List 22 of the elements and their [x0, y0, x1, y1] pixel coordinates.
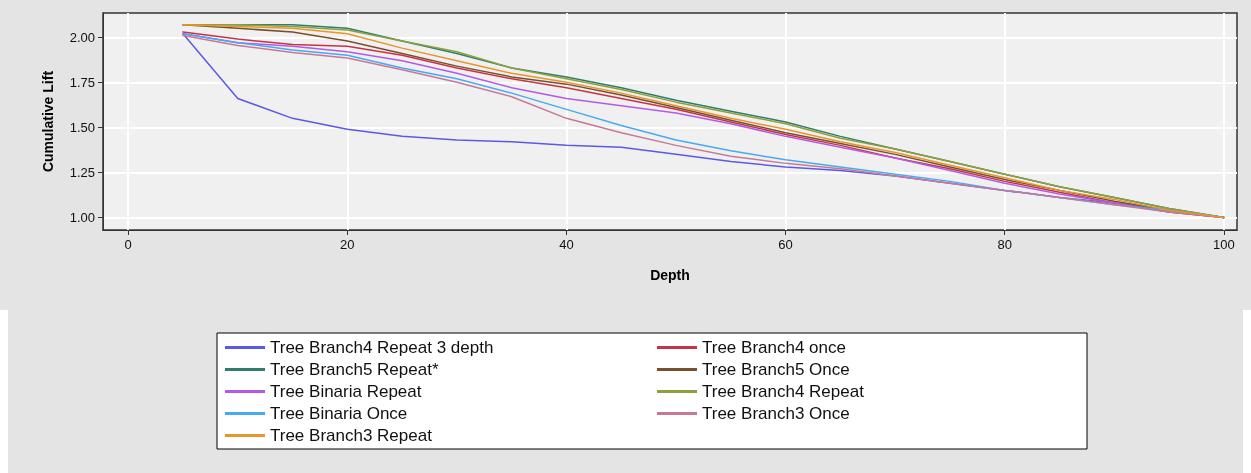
y-tick-label: 1.00 [69, 209, 95, 225]
x-tick-label: 80 [997, 237, 1012, 252]
legend-label: Tree Branch4 once [702, 338, 846, 357]
legend-label: Tree Branch5 Once [702, 360, 850, 379]
x-axis-title: Depth [650, 267, 690, 283]
legend-label: Tree Binaria Once [270, 404, 408, 423]
legend-label: Tree Branch3 Once [702, 404, 850, 423]
legend-label: Tree Branch5 Repeat* [270, 360, 439, 379]
legend-label: Tree Branch4 Repeat [702, 382, 865, 401]
legend-label: Tree Binaria Repeat [270, 382, 422, 401]
x-tick-label: 0 [124, 237, 132, 252]
y-tick-label: 1.75 [69, 74, 95, 90]
y-tick-label: 1.25 [69, 164, 95, 180]
legend-label: Tree Branch3 Repeat [270, 426, 433, 445]
y-axis-title: Cumulative Lift [40, 70, 56, 173]
x-tick-label: 100 [1213, 237, 1235, 252]
x-tick-label: 20 [340, 237, 355, 252]
x-tick-label: 40 [559, 237, 574, 252]
x-tick-label: 60 [778, 237, 793, 252]
legend-label: Tree Branch4 Repeat 3 depth [270, 338, 494, 357]
y-tick-label: 2.00 [69, 29, 95, 45]
y-tick-label: 1.50 [69, 119, 95, 135]
